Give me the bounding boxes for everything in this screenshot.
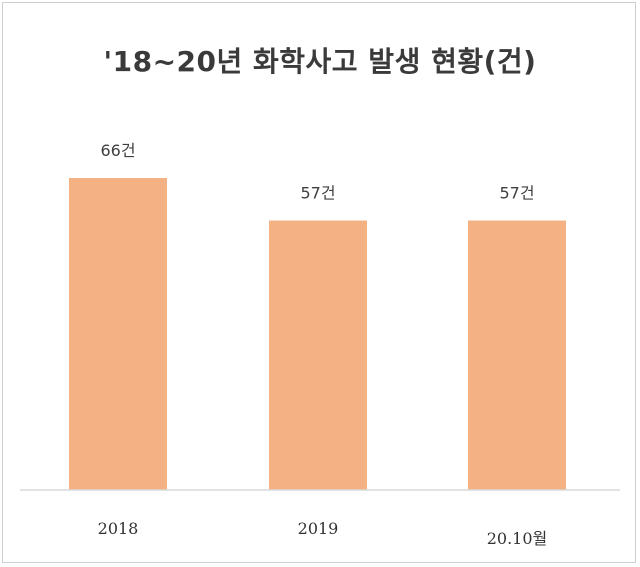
data-labels-group: 66건 57건 57건 (100, 141, 534, 203)
bars-group (69, 178, 566, 490)
chart-title: '18~20년 화학사고 발생 현황(건) (103, 45, 537, 78)
x-tick-label-20.10월: 20.10월 (487, 529, 548, 548)
bar-2018 (69, 178, 167, 490)
x-tick-label-2018: 2018 (98, 519, 139, 538)
x-tick-labels-group: 2018 2019 20.10월 (98, 519, 548, 548)
x-tick-label-2019: 2019 (298, 519, 339, 538)
data-label-20.10월: 57건 (499, 184, 534, 203)
data-label-2018: 66건 (100, 141, 135, 160)
bar-2019 (269, 220, 367, 490)
data-label-2019: 57건 (300, 184, 335, 203)
bar-20.10월 (468, 220, 566, 490)
